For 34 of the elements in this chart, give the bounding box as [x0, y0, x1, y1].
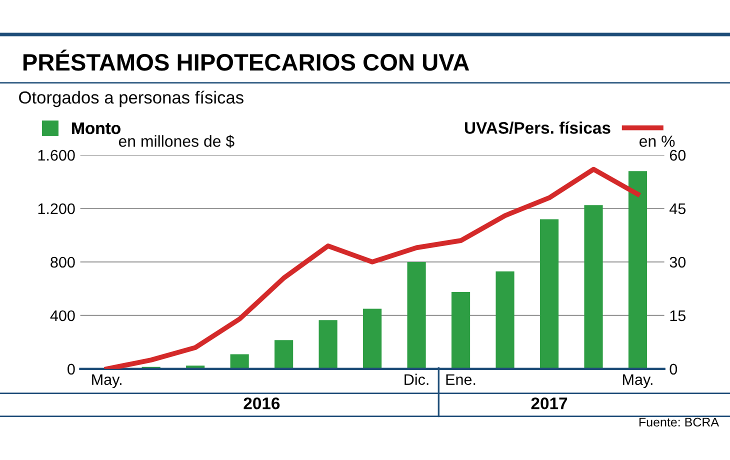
- bar: [584, 205, 603, 369]
- y-tick-label: 400: [50, 310, 75, 322]
- y-axis-title: en millones de $: [118, 134, 234, 148]
- x-tick-label: May.: [623, 374, 652, 388]
- text: 2017: [531, 397, 568, 410]
- y2-axis-title: en %: [640, 136, 675, 147]
- y2-tick-label: 30: [670, 256, 686, 268]
- bar: [628, 171, 648, 369]
- bar: [274, 340, 294, 369]
- bar: [318, 320, 338, 369]
- y-tick-label: 1.600: [38, 150, 75, 161]
- y-tick-label: 0: [68, 364, 75, 375]
- legend-label: Monto: [72, 122, 120, 134]
- source-note: Fuente: BCRA: [639, 418, 720, 427]
- chart-subtitle: Otorgados a personas físicas: [19, 90, 244, 108]
- bar: [363, 308, 382, 369]
- y2-tick-label: 45: [670, 204, 686, 214]
- y-tick-label: 800: [50, 256, 75, 268]
- bar: [451, 292, 470, 369]
- text: UVAS/Pers. físicas: [464, 121, 610, 134]
- y2-tick-label: 60: [670, 150, 686, 161]
- bar: [496, 271, 514, 369]
- chart-title: PRÉSTAMOS HIPOTECARIOS CON UVA: [23, 50, 470, 71]
- x-tick-label: Dic.: [404, 374, 428, 386]
- y2-tick-label: 15: [670, 310, 686, 322]
- line-series: [104, 166, 640, 369]
- x-tick-label: May.: [92, 374, 122, 388]
- bar: [540, 219, 559, 369]
- y-tick-label: 1.200: [38, 203, 75, 214]
- bar: [407, 262, 426, 369]
- x-tick-label: Ene.: [446, 374, 476, 386]
- bar: [230, 354, 249, 369]
- text: 2016: [244, 397, 280, 410]
- y2-tick-label: 0: [670, 364, 678, 375]
